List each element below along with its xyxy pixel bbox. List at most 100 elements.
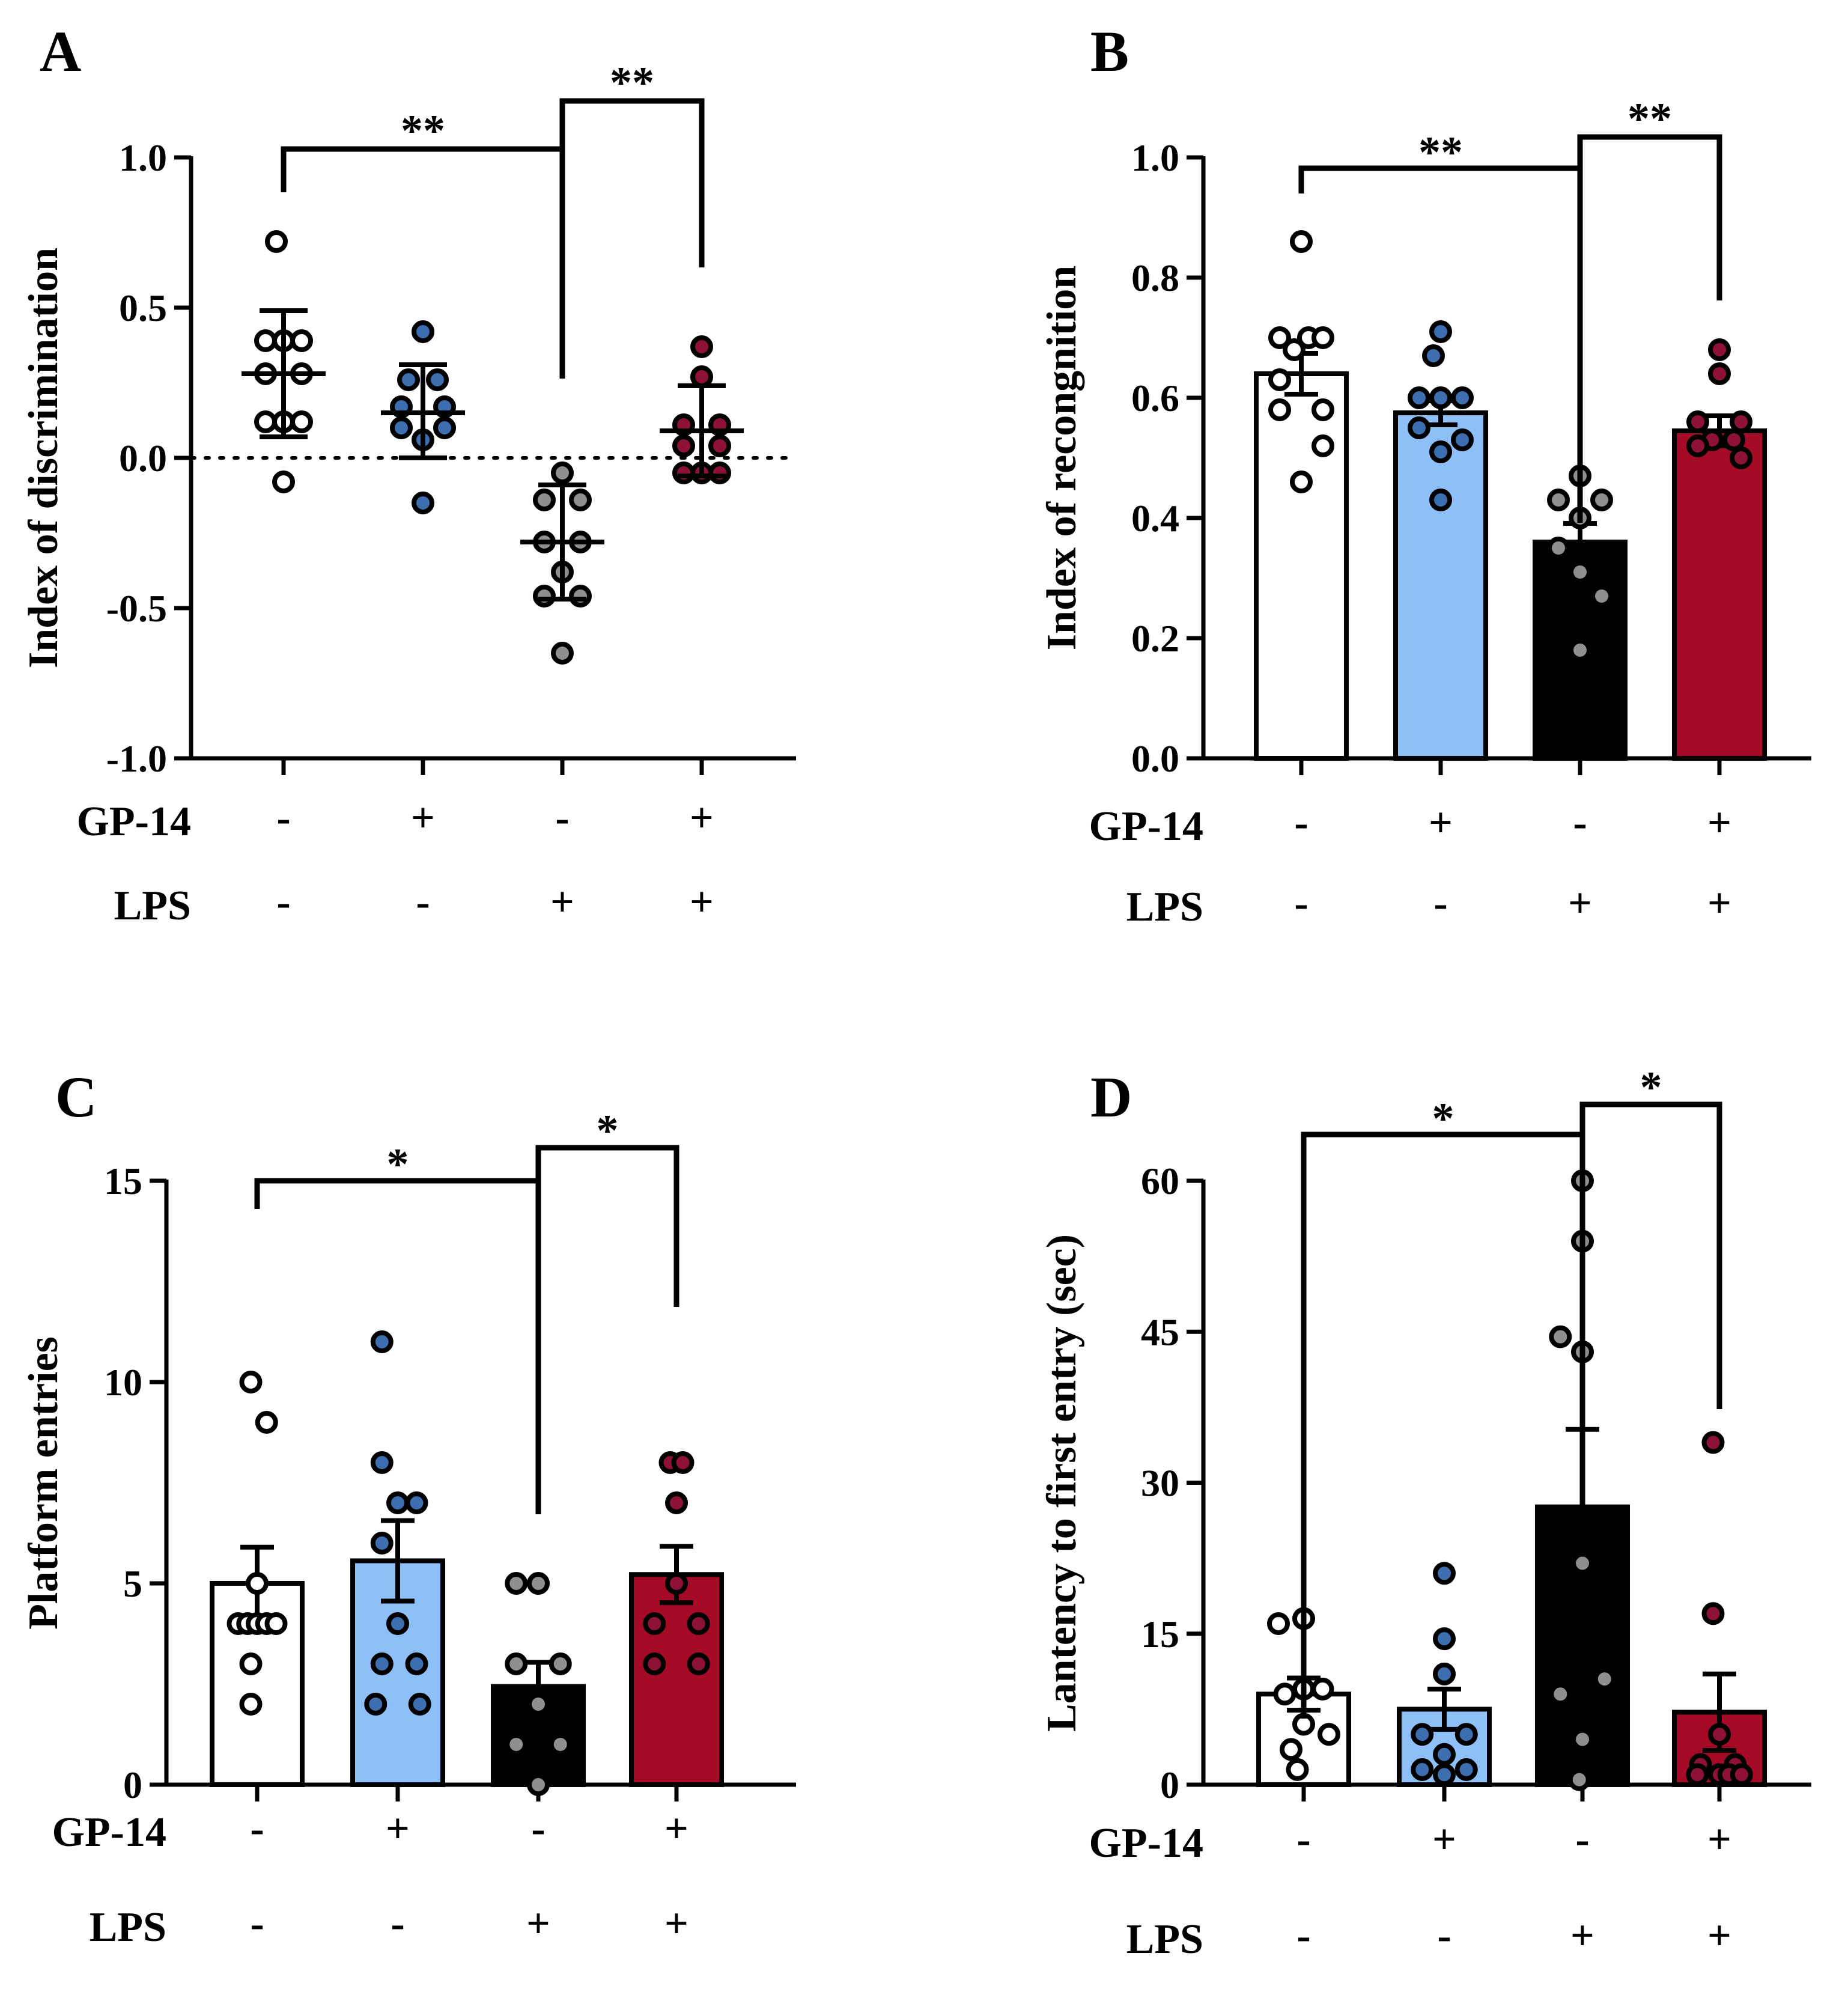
data-point [386, 1612, 409, 1635]
data-point [1433, 1763, 1456, 1786]
panel-letter: B [1090, 19, 1129, 84]
y-axis-title: Index of discrimination [20, 248, 67, 668]
data-point [549, 1652, 572, 1675]
y-tick-label: 1.0 [119, 136, 167, 179]
row-label: LPS [90, 1904, 166, 1951]
data-point [370, 1532, 394, 1555]
y-tick-label: -1.0 [106, 737, 167, 780]
data-point [1454, 1758, 1478, 1781]
data-point [551, 461, 574, 484]
treatment-sign: + [1707, 1913, 1731, 1959]
bar [1672, 428, 1767, 761]
data-point [1268, 398, 1291, 421]
data-point [1686, 410, 1709, 433]
data-point [1268, 326, 1291, 349]
significance-bracket [281, 146, 565, 379]
treatment-sign: + [411, 795, 435, 841]
y-tick-label: 15 [104, 1160, 142, 1202]
y-tick-label: 0 [1160, 1764, 1179, 1806]
row-label: LPS [1126, 1916, 1203, 1963]
treatment-sign: - [1296, 1913, 1310, 1959]
treatment-sign: - [276, 795, 290, 841]
y-tick-label: 45 [1141, 1311, 1179, 1353]
significance-label: ** [1418, 128, 1463, 177]
data-point [1433, 1743, 1456, 1766]
data-point [1701, 1602, 1725, 1625]
data-point [1569, 561, 1591, 583]
data-point [412, 320, 434, 343]
treatment-sign: + [386, 1806, 410, 1852]
data-point [665, 1572, 688, 1595]
treatment-sign: + [1707, 800, 1731, 846]
data-point [1722, 428, 1745, 451]
panel-A: A -1.0 -0.5 0.0 0.5 1.0 Index of discriminatio… [20, 19, 798, 929]
panel-B: B 0.0 0.2 0.4 0.6 0.8 1.0 Index of recongnition… [1039, 19, 1811, 930]
data-point [687, 1612, 710, 1635]
data-point [1429, 440, 1452, 463]
data-point [1567, 1768, 1591, 1791]
data-point [551, 642, 574, 665]
row-label: LPS [1126, 884, 1203, 930]
data-point [1708, 362, 1731, 385]
y-tick-label: 0.6 [1131, 377, 1179, 419]
data-point [433, 416, 456, 439]
treatment-sign: - [1575, 1817, 1589, 1863]
significance-label: * [597, 1106, 619, 1156]
data-point [1408, 416, 1430, 439]
data-point [1312, 326, 1334, 349]
data-point [1571, 1552, 1594, 1575]
data-point [1701, 1431, 1725, 1454]
data-point [390, 416, 413, 439]
data-point [1268, 368, 1291, 391]
data-point [1593, 1667, 1616, 1691]
data-point [254, 410, 277, 433]
panel-letter: A [40, 19, 81, 84]
treatment-sign: + [550, 879, 574, 925]
treatment-sign: - [250, 1901, 264, 1947]
data-point [569, 489, 592, 511]
data-point [1590, 585, 1613, 608]
data-point [665, 1491, 688, 1514]
data-point [1283, 338, 1305, 361]
data-point [1267, 1612, 1290, 1635]
data-point [1547, 489, 1570, 511]
data-point [1708, 1723, 1731, 1746]
significance-bracket [1577, 134, 1722, 523]
data-point [264, 1612, 288, 1635]
data-point [690, 335, 713, 358]
data-point [1549, 1325, 1572, 1348]
data-point [405, 1652, 428, 1675]
data-point [239, 1693, 263, 1716]
y-axis-title: Lantency to first entry (sec) [1039, 1234, 1085, 1732]
data-point [672, 434, 695, 457]
data-point [672, 461, 695, 484]
panel-letter: D [1090, 1065, 1132, 1129]
treatment-sign: + [664, 1806, 688, 1852]
y-tick-label: 10 [104, 1361, 142, 1404]
significance-label: ** [610, 58, 654, 108]
y-axis-title: Platform entries [20, 1336, 67, 1630]
data-point [1411, 1723, 1434, 1746]
treatment-sign: + [1429, 800, 1453, 846]
treatment-sign: - [1433, 880, 1447, 927]
row-label: GP-14 [1089, 803, 1203, 850]
treatment-sign: + [690, 795, 714, 841]
data-point [239, 1652, 263, 1675]
data-point [1429, 489, 1452, 511]
data-point [1422, 344, 1445, 367]
treatment-sign: - [531, 1806, 545, 1852]
y-axis-title: Index of recongnition [1039, 266, 1085, 650]
data-point [364, 1693, 388, 1716]
data-point [408, 1693, 431, 1716]
data-point [290, 329, 313, 352]
data-point [1312, 398, 1334, 421]
data-point [1451, 428, 1474, 451]
data-point [1454, 1723, 1478, 1746]
data-point [533, 585, 556, 608]
data-point [1312, 434, 1334, 457]
data-point [1730, 410, 1752, 433]
data-point [690, 365, 713, 388]
data-point [505, 1572, 528, 1595]
data-point [1686, 434, 1709, 457]
data-point [643, 1652, 666, 1675]
